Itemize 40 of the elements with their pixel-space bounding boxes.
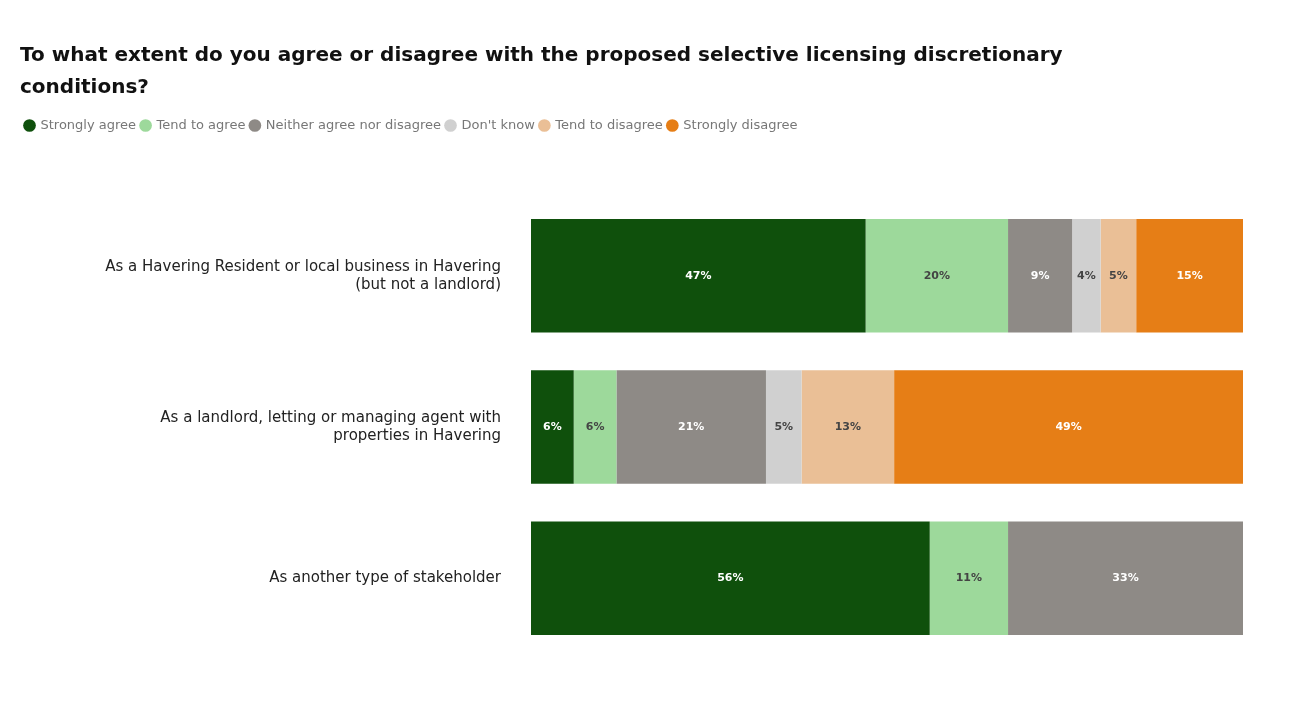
chart-title: To what extent do you agree or disagree with the proposed selective licensing discretionary conditions? — [20, 42, 1063, 99]
data-label: 33% — [1112, 571, 1139, 585]
bar — [573, 370, 617, 484]
bar — [531, 521, 930, 636]
legend-label: Strongly disagree — [683, 116, 798, 132]
bar — [1072, 218, 1101, 333]
bar — [1136, 218, 1243, 333]
legend-label: Strongly agree — [40, 116, 137, 132]
y-tick-label: As a Havering Resident or local business in Havering (but not a landlord) — [105, 256, 501, 293]
bar — [1008, 521, 1243, 636]
data-label: 9% — [1030, 268, 1050, 282]
bar — [801, 370, 895, 484]
bar — [894, 370, 1243, 484]
data-label: 21% — [678, 419, 705, 433]
bar — [616, 370, 766, 484]
bar — [531, 218, 866, 333]
bar — [929, 521, 1009, 636]
data-label: 20% — [923, 268, 951, 282]
legend-label: Neither agree nor disagree — [265, 116, 442, 132]
data-label: 47% — [685, 268, 712, 282]
data-label: 13% — [834, 419, 862, 433]
legend-label: Tend to disagree — [554, 116, 663, 132]
legend-label: Tend to agree — [155, 116, 246, 132]
legend-label: Don't know — [461, 116, 536, 132]
data-label: 11% — [955, 571, 983, 585]
bar — [1100, 218, 1137, 333]
data-label: 4% — [1077, 268, 1096, 282]
data-label: 15% — [1176, 268, 1203, 282]
data-label: 5% — [1109, 268, 1128, 282]
data-label: 49% — [1055, 419, 1082, 433]
data-label: 6% — [585, 419, 605, 433]
bar — [865, 218, 1009, 333]
bar — [1008, 218, 1073, 333]
data-label: 5% — [774, 419, 794, 433]
bar — [531, 370, 574, 484]
data-label: 56% — [717, 571, 744, 585]
data-label: 6% — [543, 419, 562, 433]
y-tick-label: As another type of stakeholder — [269, 568, 502, 587]
y-tick-label: As a landlord, letting or managing agent with properties in Havering — [160, 407, 501, 444]
bar — [765, 370, 802, 484]
